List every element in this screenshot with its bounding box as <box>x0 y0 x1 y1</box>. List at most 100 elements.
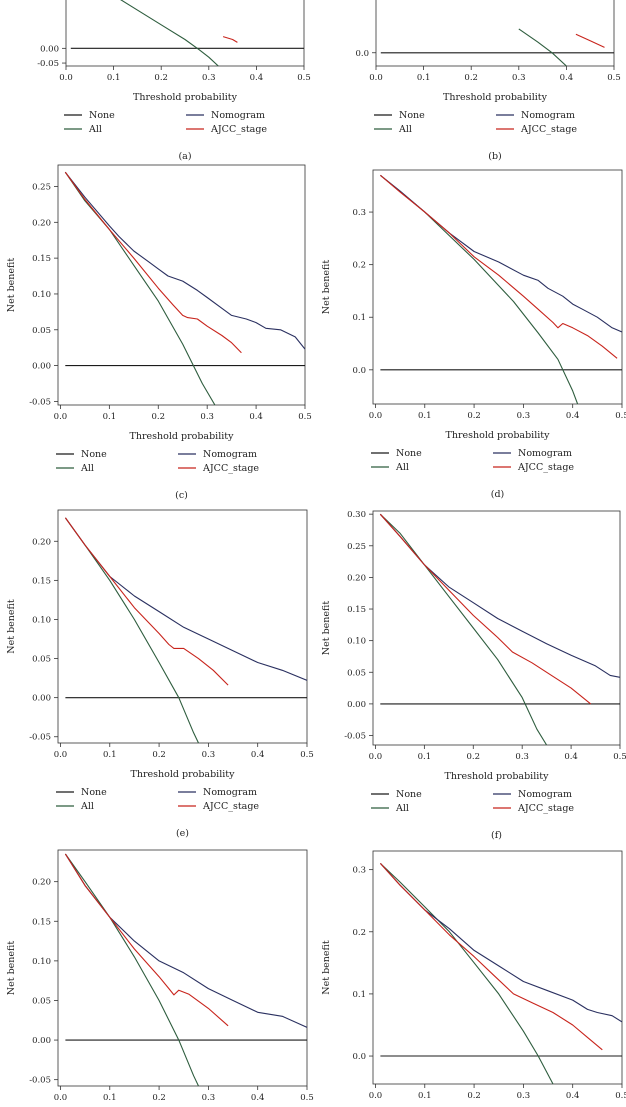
y-tick-label: 0.10 <box>32 615 51 625</box>
panel-caption: (c) <box>175 490 188 501</box>
x-tick-label: 0.1 <box>103 412 117 422</box>
x-tick-label: 0.0 <box>54 412 68 422</box>
panel-caption: (e) <box>176 828 189 839</box>
y-tick-label: 0.05 <box>32 326 51 336</box>
y-tick-label: 0.20 <box>347 573 366 583</box>
y-axis-label: Net benefit <box>321 260 332 315</box>
series-group <box>380 28 614 66</box>
plot-frame <box>57 849 308 1087</box>
series-line-all <box>518 28 567 66</box>
plot-frame <box>65 0 305 67</box>
y-tick-label: -0.05 <box>29 1076 51 1086</box>
legend-label: AJCC_stage <box>210 124 267 135</box>
x-axis-label: Threshold probability <box>131 769 236 780</box>
legend-label: None <box>399 110 425 121</box>
series-line-all <box>379 513 548 745</box>
panel-e: 0.0 0.1 0.2 0.3 0.4 0.5 0.20 0.15 0.10 0.05 0.00 -0… <box>6 509 314 839</box>
legend-label: None <box>396 448 422 459</box>
legend-label: None <box>81 449 107 460</box>
y-tick-label: 0.00 <box>32 1036 51 1046</box>
series-line-all <box>64 171 216 405</box>
x-tick-label: 0.0 <box>369 752 383 762</box>
legend-item-nomogram: Nomogram <box>186 110 265 121</box>
y-axis-label: Net benefit <box>321 940 332 995</box>
x-tick-label: 0.2 <box>467 411 481 421</box>
legend-item-nomogram: Nomogram <box>493 448 572 459</box>
y-tick-label: 0.3 <box>352 208 366 218</box>
plot-frame <box>57 164 306 406</box>
x-tick-label: 0.1 <box>417 73 431 83</box>
legend-label: Nomogram <box>518 789 572 800</box>
panel-caption: (a) <box>178 151 191 162</box>
legend-item-nomogram: Nomogram <box>178 449 257 460</box>
x-tick-label: 0.1 <box>418 752 432 762</box>
y-tick-label: 0.2 <box>352 928 366 938</box>
panel-g: 0.0 0.1 0.2 0.3 0.4 0.5 0.20 0.15 0.10 0.05 0.00 -0… <box>6 849 314 1103</box>
plot-frame <box>57 509 308 744</box>
x-tick-label: 0.1 <box>418 411 432 421</box>
series-line-nomogram <box>64 171 305 350</box>
x-tick-label: 0.2 <box>154 73 168 83</box>
legend-item-ajcc-stage: AJCC_stage <box>178 463 259 474</box>
series-line-nomogram <box>64 853 307 1028</box>
y-tick-label: 0.15 <box>32 917 51 927</box>
plot-frame <box>372 510 621 746</box>
x-tick-label: 0.3 <box>202 73 216 83</box>
x-axis-label: Threshold probability <box>133 92 238 103</box>
legend-item-ajcc-stage: AJCC_stage <box>493 803 574 814</box>
legend-label: Nomogram <box>203 787 257 798</box>
plot-frame <box>372 850 623 1085</box>
legend-item-ajcc-stage: AJCC_stage <box>493 462 574 473</box>
x-tick-label: 0.3 <box>202 1093 216 1103</box>
y-tick-label: 0.20 <box>32 218 51 228</box>
series-line-ajcc-stage <box>64 853 229 1027</box>
legend-label: Nomogram <box>521 110 575 121</box>
series-group <box>379 513 620 745</box>
legend-label: None <box>89 110 115 121</box>
x-tick-label: 0.5 <box>298 412 312 422</box>
x-tick-label: 0.0 <box>369 1091 383 1101</box>
x-tick-label: 0.5 <box>297 73 311 83</box>
series-line-ajcc-stage <box>379 863 603 1051</box>
y-tick-label: 0.1 <box>352 313 366 323</box>
x-tick-label: 0.3 <box>517 411 531 421</box>
series-line-nomogram <box>64 517 307 681</box>
legend-item-none: None <box>64 110 115 121</box>
x-tick-label: 0.0 <box>59 73 73 83</box>
x-tick-label: 0.2 <box>152 412 166 422</box>
y-tick-label: 0.0 <box>352 1052 366 1062</box>
legend-item-all: All <box>56 801 94 812</box>
legend-label: Nomogram <box>203 449 257 460</box>
y-tick-label: 0.0 <box>352 366 366 376</box>
series-line-all <box>64 853 199 1086</box>
legend-item-none: None <box>56 449 107 460</box>
y-tick-label: 0.00 <box>347 700 366 710</box>
x-axis-label: Threshold probability <box>445 771 550 782</box>
y-tick-label: -0.05 <box>37 59 59 69</box>
x-tick-label: 0.3 <box>517 1091 531 1101</box>
legend-item-all: All <box>374 124 412 135</box>
x-tick-label: 0.3 <box>515 752 529 762</box>
legend-label: None <box>81 787 107 798</box>
x-tick-label: 0.1 <box>107 73 121 83</box>
panel-caption: (b) <box>488 151 502 162</box>
y-axis-label: Net benefit <box>321 601 332 656</box>
series-group <box>64 853 307 1086</box>
legend-label: All <box>395 462 409 473</box>
series-group <box>70 0 304 66</box>
series-group <box>380 174 622 404</box>
x-tick-label: 0.5 <box>300 1093 314 1103</box>
x-tick-label: 0.3 <box>202 750 216 760</box>
legend-label: All <box>88 124 102 135</box>
y-tick-label: -0.05 <box>29 397 51 407</box>
legend-label: AJCC_stage <box>202 463 259 474</box>
panel-h: 0.0 0.1 0.2 0.3 0.4 0.5 0.3 0.2 0.1 0.0 Net benefi… <box>321 850 626 1101</box>
legend-item-none: None <box>371 448 422 459</box>
series-line-all <box>120 0 219 66</box>
legend-label: All <box>80 463 94 474</box>
x-tick-label: 0.3 <box>200 412 214 422</box>
panel-b: 0.0 0.1 0.2 0.3 0.4 0.5 0.0 Threshold probabili… <box>355 0 621 162</box>
series-line-ajcc-stage <box>64 171 242 354</box>
x-tick-label: 0.4 <box>250 73 264 83</box>
legend-item-ajcc-stage: AJCC_stage <box>178 801 259 812</box>
